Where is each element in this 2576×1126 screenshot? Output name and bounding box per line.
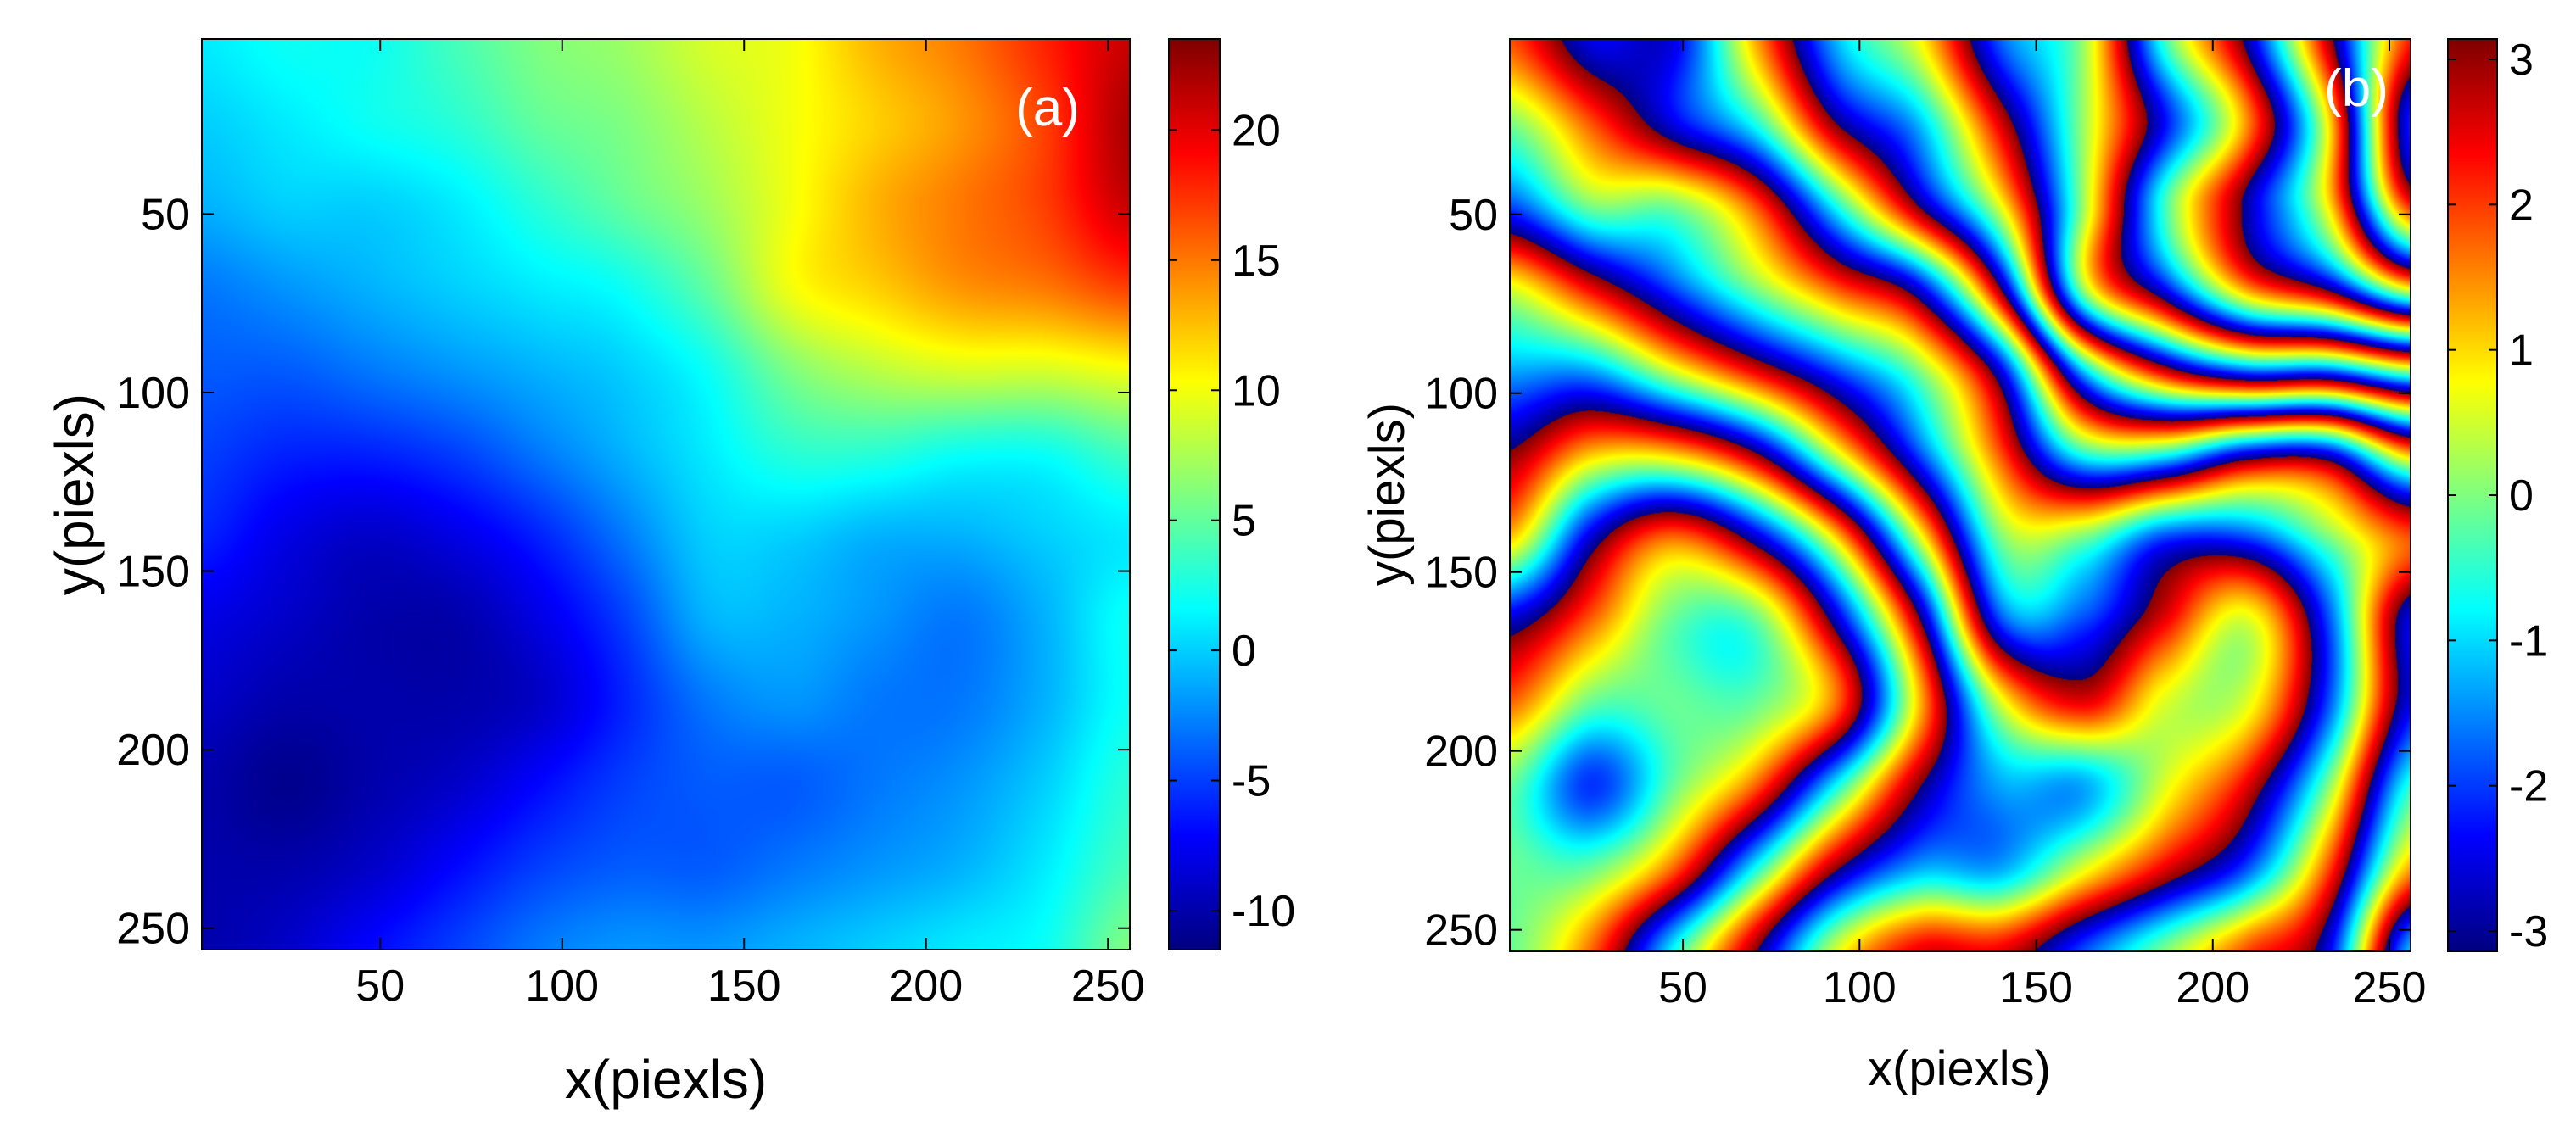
panel-a-x-tick-label: 50 (355, 962, 405, 1011)
panel-a-x-tick-label: 150 (707, 962, 781, 1011)
panel-a-y-tick-label: 100 (116, 369, 190, 418)
panel-b-x-tick-label: 50 (1658, 963, 1707, 1012)
panel-b-y-tick-label: 50 (1449, 191, 1498, 240)
panel-a-colorbar-container (1169, 39, 1220, 950)
panel-a-y-tick-label: 250 (116, 905, 190, 954)
panel-a-ticks: 50 100 150 200 250 50 100 150 200 250 (116, 39, 1145, 1011)
panel-a-colorbar-tick-label: 20 (1232, 106, 1281, 155)
panel-a-frame (201, 38, 1131, 950)
panel-a-y-tick-label: 200 (116, 726, 190, 775)
panel-a-colorbar-tick-label: 15 (1232, 237, 1281, 286)
panel-b-ticks: 50 100 150 200 250 50 100 150 200 250 (1424, 39, 2426, 1012)
panel-a-colorbar-ticks: -10 -5 0 5 10 15 20 (1169, 106, 1295, 936)
panel-a-colorbar (1169, 39, 1220, 950)
panel-a-colorbar-tick-label: 0 (1232, 627, 1256, 676)
panel-a-colorbar-tick-label: 5 (1232, 497, 1256, 546)
panel-b-heatmap (1510, 39, 2411, 951)
panel-a-colorbar-frame (1168, 38, 1221, 950)
panel-b-x-tick-label: 250 (2353, 963, 2427, 1012)
panel-a-colorbar-tick-label: 10 (1232, 366, 1281, 415)
panel-b: 50 100 150 200 250 50 100 150 200 250 (b) x(piexl… (1360, 36, 2548, 1096)
panel-b-y-tick-label: 250 (1424, 906, 1498, 956)
panel-b-y-tick-label: 150 (1424, 549, 1498, 598)
panel-b-heatmap-container (1510, 39, 2411, 951)
panel-a-x-tick-label: 250 (1071, 962, 1145, 1011)
panel-b-colorbar-tick-label: -3 (2509, 907, 2548, 956)
panel-b-x-tick-label: 200 (2176, 963, 2249, 1012)
panel-b-x-tick-label: 150 (1999, 963, 2073, 1012)
panel-b-x-tick-label: 100 (1823, 963, 1897, 1012)
panel-b-y-tick-label: 100 (1424, 370, 1498, 419)
panel-b-y-axis-label: y(piexls) (1360, 403, 1415, 586)
panel-b-colorbar-tick-label: 0 (2509, 471, 2534, 521)
panel-a-heatmap-container (202, 39, 1130, 950)
panel-b-colorbar-tick-label: 3 (2509, 36, 2534, 85)
panel-b-tag: (b) (2324, 59, 2389, 118)
panel-a-tag: (a) (1015, 79, 1080, 137)
panel-b-colorbar-tick-label: -1 (2509, 616, 2548, 666)
panel-b-colorbar-ticks: -3 -2 -1 0 1 2 3 (2448, 36, 2548, 956)
panel-a-y-tick-label: 50 (141, 190, 190, 239)
panel-a-x-tick-label: 200 (889, 962, 963, 1011)
panel-b-colorbar-tick-label: -2 (2509, 762, 2548, 811)
panel-a-y-tick-label: 150 (116, 548, 190, 597)
panel-a-colorbar-tick-label: -10 (1232, 887, 1295, 936)
panel-a-heatmap (202, 39, 1130, 950)
panel-b-x-axis-label: x(piexls) (1868, 1041, 2051, 1096)
panel-a-x-tick-label: 100 (525, 962, 599, 1011)
panel-a-x-axis-label: x(piexls) (565, 1049, 767, 1110)
panel-b-frame (1509, 38, 2411, 952)
panel-b-colorbar-tick-label: 2 (2509, 181, 2534, 230)
panel-a-y-axis-label: y(piexls) (44, 393, 105, 595)
panel-b-colorbar-tick-label: 1 (2509, 326, 2534, 376)
panel-a-colorbar-tick-label: -5 (1232, 757, 1271, 806)
panel-b-y-tick-label: 200 (1424, 727, 1498, 777)
